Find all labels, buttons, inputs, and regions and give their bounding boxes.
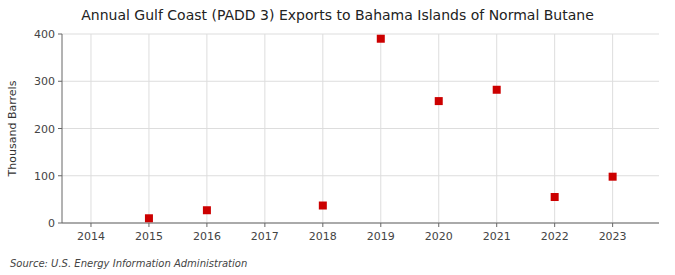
x-grid-line [322,34,323,223]
y-tick [58,223,62,224]
x-grid-line [380,34,381,223]
x-tick [322,223,323,227]
x-grid-line [206,34,207,223]
chart-svg: Annual Gulf Coast (PADD 3) Exports to Ba… [0,0,675,275]
x-grid-line [438,34,439,223]
x-tick [264,223,265,227]
x-tick-label: 2021 [483,230,511,243]
x-tick-label: 2020 [425,230,453,243]
y-tick-label: 0 [48,217,55,230]
y-tick [58,128,62,129]
axes: 0 100 200 300 400 2014 2015 2016 2017 2018 2019 202… [34,28,659,243]
y-tick [58,34,62,35]
x-tick-label: 2023 [599,230,627,243]
x-tick [612,223,613,227]
source-note: Source: U.S. Energy Information Administ… [10,258,247,269]
x-tick-label: 2016 [193,230,221,243]
x-tick-label: 2022 [541,230,569,243]
y-grid-line [62,128,659,129]
title: Annual Gulf Coast (PADD 3) Exports to Ba… [81,7,594,23]
y-axis-label: Thousand Barrels [6,80,19,177]
y-tick [58,81,62,82]
x-tick [148,223,149,227]
x-tick-label: 2014 [77,230,105,243]
x-grid-line [496,34,497,223]
x-tick [496,223,497,227]
x-tick-label: 2018 [309,230,337,243]
point [319,202,327,210]
points [145,35,617,223]
x-axis-line [62,223,659,224]
point [609,173,617,181]
x-tick [206,223,207,227]
x-grid-line [264,34,265,223]
x-tick [90,223,91,227]
y-grid-line [62,34,659,35]
y-tick-label: 400 [34,28,55,41]
y-grid-line [62,223,659,224]
x-tick-label: 2017 [251,230,279,243]
y-tick [58,175,62,176]
x-tick-label: 2015 [135,230,163,243]
point [377,35,385,43]
grid [62,34,659,223]
x-grid-line [90,34,91,223]
point [435,97,443,105]
x-tick [438,223,439,227]
y-tick-label: 100 [34,170,55,183]
y-axis-line [62,34,63,223]
x-grid-line [612,34,613,223]
point [493,86,501,94]
point [145,214,153,222]
y-grid-line [62,175,659,176]
y-grid-line [62,81,659,82]
y-tick-label: 200 [34,123,55,136]
x-tick [554,223,555,227]
y-tick-label: 300 [34,75,55,88]
x-grid-line [148,34,149,223]
point [551,193,559,201]
x-tick-label: 2019 [367,230,395,243]
x-tick [380,223,381,227]
point [203,206,211,214]
chart-container: Annual Gulf Coast (PADD 3) Exports to Ba… [0,0,675,275]
